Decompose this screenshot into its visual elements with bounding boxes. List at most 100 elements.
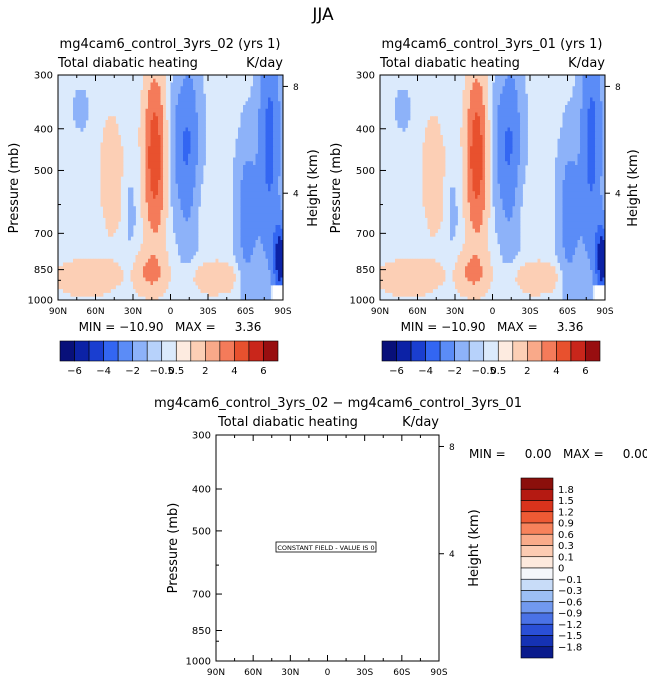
field-cell bbox=[520, 127, 523, 132]
field-cell bbox=[110, 270, 114, 275]
field-cell bbox=[153, 138, 156, 143]
field-cell bbox=[577, 221, 581, 226]
field-cell bbox=[482, 191, 486, 196]
field-cell bbox=[110, 157, 114, 162]
field-cell bbox=[525, 161, 528, 166]
field-cell bbox=[233, 202, 236, 207]
field-cell bbox=[130, 191, 134, 196]
field-cell bbox=[128, 191, 131, 196]
field-cell bbox=[148, 221, 151, 226]
field-cell bbox=[427, 157, 431, 162]
field-cell bbox=[567, 198, 571, 203]
field-cell bbox=[185, 135, 189, 140]
field-cell bbox=[587, 153, 591, 158]
field-cell bbox=[78, 270, 81, 275]
field-cell bbox=[253, 108, 256, 113]
field-cell bbox=[275, 243, 279, 248]
field-cell bbox=[265, 198, 269, 203]
field-cell bbox=[135, 285, 139, 290]
field-cell bbox=[487, 183, 491, 188]
field-cell bbox=[143, 120, 146, 125]
field-cell bbox=[223, 285, 226, 290]
field-cell bbox=[155, 138, 159, 143]
field-cell bbox=[178, 172, 181, 177]
field-cell bbox=[587, 195, 591, 200]
field-cell bbox=[587, 217, 591, 222]
field-cell bbox=[522, 97, 526, 102]
field-cell bbox=[472, 138, 476, 143]
field-cell bbox=[250, 232, 254, 237]
field-cell bbox=[567, 217, 571, 222]
field-cell bbox=[592, 108, 596, 113]
field-cell bbox=[245, 123, 249, 128]
field-cell bbox=[178, 240, 181, 245]
field-cell bbox=[78, 285, 81, 290]
field-cell bbox=[467, 213, 471, 218]
field-cell bbox=[427, 191, 431, 196]
field-cell bbox=[250, 127, 254, 132]
field-cell bbox=[580, 168, 583, 173]
field-cell bbox=[155, 183, 159, 188]
field-cell bbox=[75, 273, 79, 278]
field-cell bbox=[220, 285, 224, 290]
field-cell bbox=[273, 240, 276, 245]
field-cell bbox=[198, 97, 201, 102]
field-cell bbox=[183, 255, 186, 260]
field-cell bbox=[250, 93, 254, 98]
field-cell bbox=[153, 157, 156, 162]
field-cell bbox=[243, 240, 246, 245]
field-cell bbox=[245, 273, 249, 278]
field-cell bbox=[273, 131, 276, 136]
field-cell bbox=[258, 161, 261, 166]
field-cell bbox=[115, 281, 119, 286]
field-cell bbox=[275, 78, 279, 83]
field-cell bbox=[143, 183, 146, 188]
field-cell bbox=[475, 146, 478, 151]
field-cell bbox=[585, 217, 588, 222]
field-cell bbox=[475, 116, 478, 121]
field-cell bbox=[195, 131, 199, 136]
field-cell bbox=[258, 157, 261, 162]
field-cell bbox=[265, 232, 269, 237]
field-cell bbox=[260, 296, 264, 301]
field-cell bbox=[462, 101, 466, 106]
field-cell bbox=[150, 127, 154, 132]
field-cell bbox=[110, 221, 114, 226]
field-cell bbox=[555, 221, 558, 226]
field-cell bbox=[422, 165, 426, 170]
field-cell bbox=[250, 247, 254, 252]
field-cell bbox=[580, 112, 583, 117]
field-cell bbox=[575, 161, 578, 166]
field-cell bbox=[512, 153, 516, 158]
field-cell bbox=[260, 183, 264, 188]
field-cell bbox=[600, 217, 603, 222]
field-cell bbox=[255, 258, 259, 263]
field-cell bbox=[517, 120, 521, 125]
field-cell bbox=[582, 172, 586, 177]
field-cell bbox=[577, 157, 581, 162]
field-cell bbox=[100, 277, 104, 282]
field-cell bbox=[155, 240, 159, 245]
field-cell bbox=[432, 123, 436, 128]
field-cell bbox=[580, 187, 583, 192]
field-cell bbox=[75, 285, 79, 290]
field-cell bbox=[592, 123, 596, 128]
field-cell bbox=[437, 131, 441, 136]
field-cell bbox=[235, 202, 239, 207]
field-cell bbox=[158, 176, 161, 181]
field-cell bbox=[130, 221, 134, 226]
field-cell bbox=[190, 97, 194, 102]
field-cell bbox=[467, 82, 471, 87]
field-cell bbox=[148, 108, 151, 113]
field-cell bbox=[502, 161, 506, 166]
field-cell bbox=[497, 187, 501, 192]
field-cell bbox=[173, 161, 176, 166]
field-cell bbox=[592, 161, 596, 166]
field-cell bbox=[270, 101, 274, 106]
field-cell bbox=[425, 131, 428, 136]
field-cell bbox=[275, 112, 279, 117]
field-cell bbox=[103, 172, 106, 177]
field-cell bbox=[263, 266, 266, 271]
field-cell bbox=[577, 93, 581, 98]
field-cell bbox=[470, 157, 473, 162]
